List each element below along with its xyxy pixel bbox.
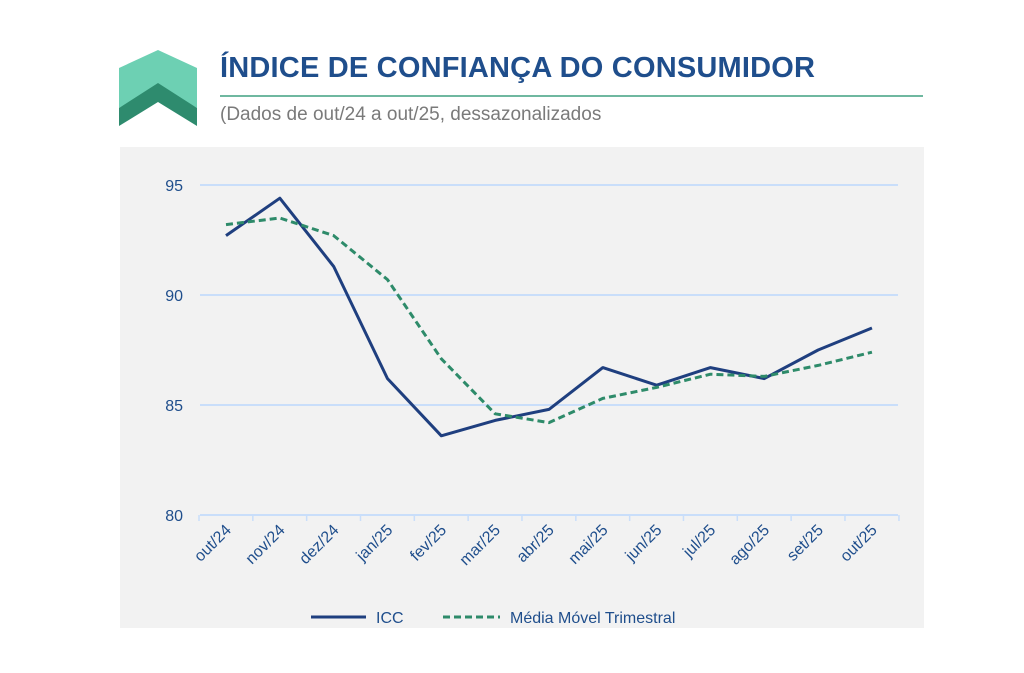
title-divider xyxy=(220,95,923,97)
series-line-icc xyxy=(225,196,873,438)
page-subtitle: (Dados de out/24 a out/25, dessazonaliza… xyxy=(220,104,602,125)
x-tick-label: ago/25 xyxy=(727,522,774,569)
y-tick-label: 95 xyxy=(165,178,183,195)
x-tick-label: out/24 xyxy=(191,522,235,566)
x-tick-label: out/25 xyxy=(837,522,881,566)
x-tick-label: nov/24 xyxy=(243,522,289,568)
x-tick-label: fev/25 xyxy=(407,522,450,565)
x-tick-label: jul/25 xyxy=(680,522,720,562)
x-tick-label: abr/25 xyxy=(514,522,558,566)
x-tick-label: mai/25 xyxy=(566,522,612,568)
y-tick-label: 80 xyxy=(165,508,183,525)
brand-logo xyxy=(119,50,197,131)
y-tick-label: 90 xyxy=(165,288,183,305)
x-tick-label: jan/25 xyxy=(353,522,397,566)
x-tick-label: dez/24 xyxy=(296,522,342,568)
series-line-media-movel xyxy=(225,216,873,425)
y-tick-label: 85 xyxy=(165,398,183,415)
x-tick-label: set/25 xyxy=(784,522,827,565)
legend-icc-label: ICC xyxy=(376,610,404,627)
legend-mm-label: Média Móvel Trimestral xyxy=(510,610,675,627)
x-tick-label: mar/25 xyxy=(457,522,504,569)
chart-panel xyxy=(120,147,924,628)
chart-legend: ICC Média Móvel Trimestral xyxy=(311,610,675,627)
x-tick-label: jun/25 xyxy=(622,522,666,566)
page-title: ÍNDICE DE CONFIANÇA DO CONSUMIDOR xyxy=(220,52,816,84)
